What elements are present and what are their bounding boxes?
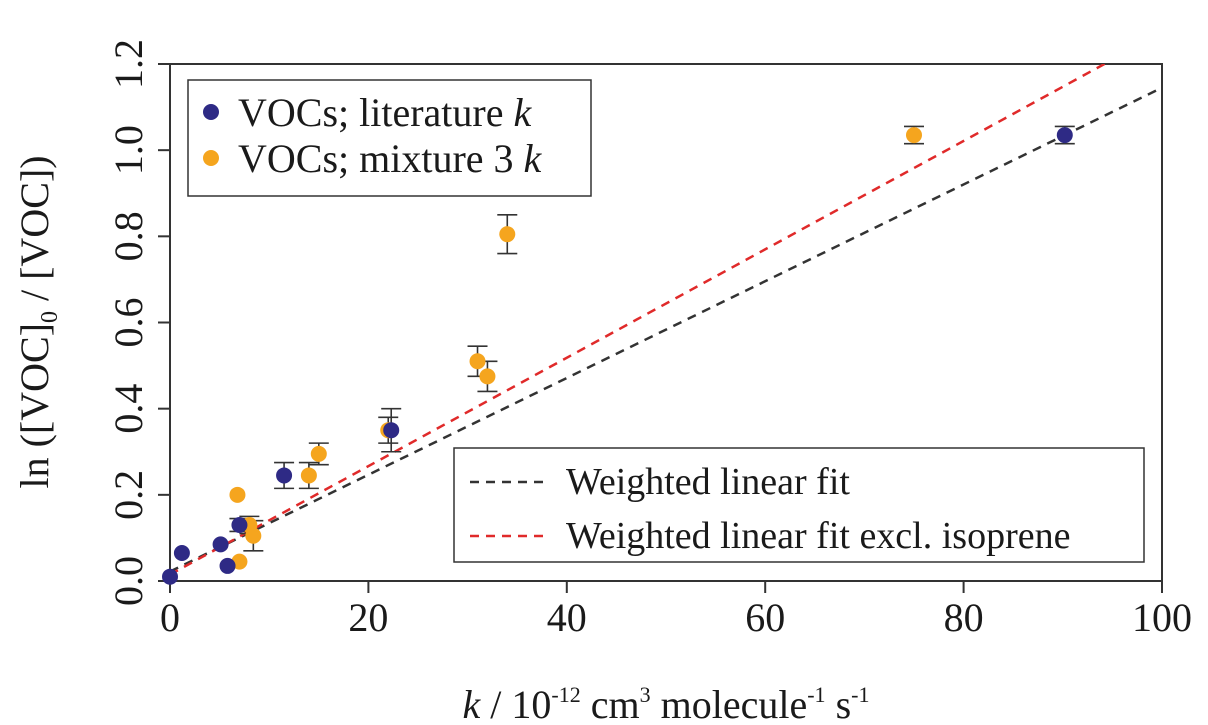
fit-lines	[170, 64, 1162, 576]
point-mixture	[310, 445, 327, 462]
point-literature	[276, 467, 293, 484]
point-mixture	[300, 467, 317, 484]
data-points	[162, 127, 1073, 585]
legend-label-fit-excl-isoprene: Weighted linear fit excl. isoprene	[566, 515, 1070, 557]
legend-marker-literature	[203, 104, 219, 120]
legend-label-mixture: VOCs; mixture 3 k	[238, 136, 543, 181]
point-literature	[231, 516, 248, 533]
legend-lines-box	[453, 447, 1145, 563]
y-tick-label: 1.0	[106, 125, 151, 175]
y-axis: 0.0 0.2 0.4 0.6 0.8 1.0 1.2	[106, 39, 170, 606]
point-literature	[212, 536, 229, 553]
x-tick-label: 60	[745, 595, 785, 640]
legend-label-fit: Weighted linear fit	[566, 461, 850, 503]
legend-marker-mixture	[203, 150, 219, 166]
point-literature	[219, 557, 236, 574]
legend-label-literature: VOCs; literature k	[238, 90, 533, 135]
y-tick-label: 1.2	[106, 39, 151, 89]
x-tick-label: 80	[944, 595, 984, 640]
legend-points-box	[187, 79, 592, 197]
error-bars	[229, 125, 1075, 552]
y-tick-label: 0.0	[106, 556, 151, 606]
point-literature	[173, 544, 190, 561]
x-axis-title: k / 10-12 cm3 molecule-1 s-1	[463, 682, 870, 725]
fit-line	[170, 86, 1162, 573]
x-tick-label: 20	[348, 595, 388, 640]
y-tick-label: 0.6	[106, 298, 151, 348]
fit-line-excl-isoprene	[170, 64, 1108, 576]
y-axis-title: ln ([VOC]0 / [VOC])	[12, 155, 63, 488]
point-mixture	[906, 127, 922, 144]
y-tick-label: 0.8	[106, 211, 151, 261]
legend-lines: Weighted linear fit Weighted linear fit …	[453, 447, 1145, 563]
x-axis: 0 20 40 60 80 100	[160, 581, 1192, 640]
point-literature	[383, 422, 400, 439]
point-literature	[1056, 127, 1073, 144]
y-tick-label: 0.4	[106, 384, 151, 434]
y-tick-label: 0.2	[106, 470, 151, 520]
x-tick-label: 100	[1132, 595, 1192, 640]
legend-points: VOCs; literature k VOCs; mixture 3 k	[187, 79, 592, 197]
point-mixture	[229, 486, 246, 503]
point-mixture	[469, 353, 486, 370]
point-mixture	[245, 527, 262, 544]
point-mixture	[499, 226, 516, 243]
point-literature	[162, 568, 178, 585]
x-tick-label: 0	[160, 595, 180, 640]
point-mixture	[479, 368, 496, 385]
x-tick-label: 40	[547, 595, 587, 640]
